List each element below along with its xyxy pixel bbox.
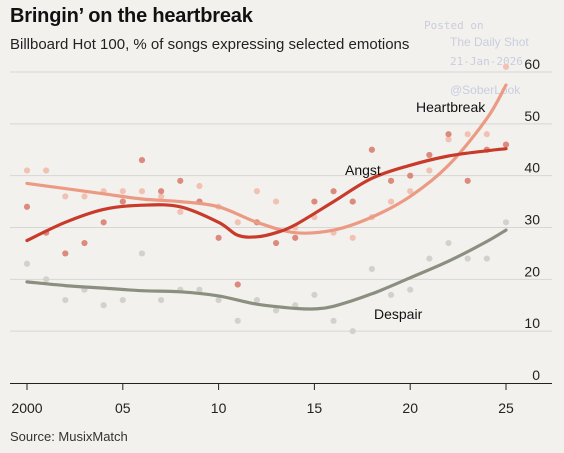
angst-label: Angst (345, 162, 381, 178)
heartbreak-data-point (196, 182, 203, 190)
despair-data-point (502, 219, 510, 226)
x-tick-label: 20 (402, 400, 418, 416)
heartbreak-data-point (253, 188, 261, 195)
heartbreak-data-point (502, 63, 510, 70)
despair-data-point (158, 296, 165, 304)
heartbreak-data-point (177, 208, 184, 216)
angst-data-point (138, 157, 146, 164)
angst-data-point (502, 141, 510, 148)
angst-data-point (387, 177, 395, 184)
y-tick-label: 30 (524, 212, 540, 228)
watermark-site: The Daily Shot (450, 35, 529, 49)
x-tick-label: 15 (307, 400, 323, 416)
heartbreak-data-point (158, 193, 165, 200)
heartbreak-data-point (272, 198, 280, 205)
heartbreak-data-point (445, 136, 452, 143)
heartbreak-data-point (464, 131, 471, 138)
despair-data-point (196, 286, 203, 293)
despair-data-point (62, 296, 69, 304)
heartbreak-data-point (426, 167, 433, 174)
heartbreak-data-point (483, 131, 490, 138)
angst-data-point (234, 281, 241, 288)
angst-data-point (272, 239, 280, 247)
angst-data-point (100, 219, 107, 226)
heartbreak-data-point (119, 188, 126, 195)
despair-data-point (445, 239, 452, 247)
despair-data-point (464, 255, 471, 262)
y-tick-label: 0 (532, 367, 540, 383)
y-tick-label: 50 (524, 108, 540, 124)
despair-data-point (234, 317, 241, 324)
despair-data-point (272, 307, 280, 314)
heartbreak-data-point (23, 167, 31, 174)
chart-subtitle: Billboard Hot 100, % of songs expressing… (10, 36, 410, 53)
heartbreak-data-point (138, 188, 146, 195)
x-tick-label: 05 (115, 400, 131, 416)
source-note: Source: MusixMatch (10, 429, 128, 444)
despair-data-point (349, 328, 356, 335)
y-tick-label: 10 (524, 315, 540, 331)
angst-data-point (407, 172, 414, 179)
y-tick-label: 40 (524, 160, 540, 176)
angst-data-point (177, 177, 184, 184)
heartbreak-data-point (43, 167, 50, 174)
heartbreak-data-point (349, 234, 356, 241)
x-tick-label: 2000 (11, 400, 42, 416)
angst-data-point (445, 131, 452, 138)
despair-data-point (368, 265, 375, 273)
angst-data-point (426, 151, 433, 159)
angst-data-point (349, 198, 356, 205)
despair-data-point (330, 317, 337, 324)
despair-label: Despair (374, 306, 423, 322)
heartbreak-trend-line (25, 83, 508, 235)
y-tick-label: 60 (524, 56, 540, 72)
angst-data-point (23, 203, 31, 210)
heartbreak-data-point (387, 198, 395, 205)
heartbreak-label: Heartbreak (416, 99, 486, 115)
despair-data-point (215, 296, 222, 304)
despair-data-point (387, 291, 395, 298)
x-tick-label: 25 (498, 400, 514, 416)
angst-data-point (215, 234, 222, 241)
angst-data-point (81, 239, 88, 247)
angst-data-point (119, 198, 126, 205)
despair-data-point (483, 255, 490, 262)
despair-data-point (100, 302, 107, 309)
despair-data-point (119, 296, 126, 304)
angst-data-point (158, 188, 165, 195)
despair-data-point (311, 291, 318, 298)
despair-data-point (43, 276, 50, 283)
y-tick-label: 20 (524, 263, 540, 279)
despair-data-point (253, 296, 261, 304)
x-tick-label: 10 (211, 400, 227, 416)
heartbreak-data-point (81, 193, 88, 200)
angst-data-point (464, 177, 471, 184)
despair-trend-line (25, 228, 508, 311)
heartbreak-data-point (407, 188, 414, 195)
angst-data-point (330, 188, 337, 195)
despair-data-point (426, 255, 433, 262)
angst-trend-line (25, 147, 508, 243)
angst-data-point (311, 198, 318, 205)
despair-data-point (407, 286, 414, 293)
chart-title: Bringin’ on the heartbreak (10, 5, 253, 27)
angst-data-point (292, 234, 299, 241)
despair-data-point (23, 260, 31, 267)
heartbreak-data-point (234, 219, 241, 226)
heartbreak-data-point (62, 193, 69, 200)
angst-data-point (368, 146, 375, 153)
angst-data-point (62, 250, 69, 257)
watermark-posted-on: Posted on (424, 19, 484, 32)
despair-data-point (138, 250, 146, 257)
